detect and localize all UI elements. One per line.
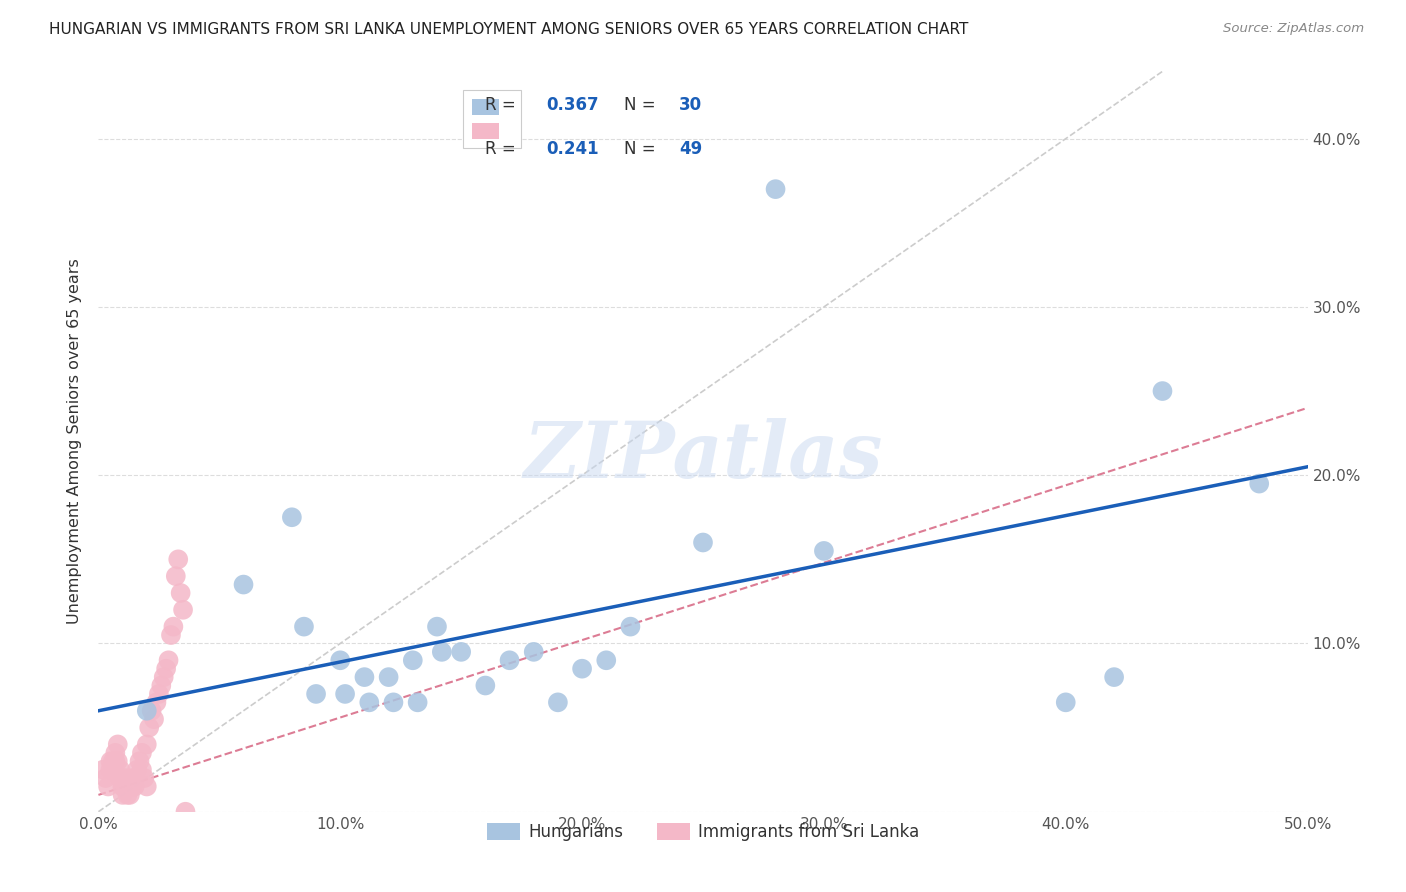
Point: [111, 780, 134, 794]
Point: [117, 780, 139, 794]
Text: 30: 30: [679, 95, 702, 113]
Point: [121, 780, 143, 794]
Point: [292, 619, 315, 633]
Text: Source: ZipAtlas.com: Source: ZipAtlas.com: [1223, 22, 1364, 36]
Point: [94, 771, 117, 785]
Point: [150, 679, 173, 693]
Legend: Hungarians, Immigrants from Sri Lanka: Hungarians, Immigrants from Sri Lanka: [479, 816, 927, 847]
Point: [148, 687, 170, 701]
Point: [329, 653, 352, 667]
Point: [108, 763, 131, 777]
Point: [426, 619, 449, 633]
Point: [813, 544, 835, 558]
Text: N =: N =: [624, 140, 661, 158]
Point: [91, 763, 114, 777]
Point: [131, 746, 153, 760]
Point: [118, 788, 141, 802]
Point: [162, 619, 184, 633]
Point: [474, 679, 496, 693]
Text: N =: N =: [624, 95, 661, 113]
Point: [165, 569, 187, 583]
Point: [305, 687, 328, 701]
Point: [101, 754, 124, 768]
Point: [353, 670, 375, 684]
Point: [333, 687, 356, 701]
Point: [172, 603, 194, 617]
Point: [377, 670, 399, 684]
Point: [114, 771, 136, 785]
Point: [100, 754, 122, 768]
Text: 0.367: 0.367: [546, 95, 599, 113]
Point: [692, 535, 714, 549]
Point: [359, 695, 381, 709]
Point: [1152, 384, 1174, 398]
Point: [127, 763, 149, 777]
Point: [152, 670, 174, 684]
Point: [571, 662, 593, 676]
Point: [124, 771, 146, 785]
Point: [131, 763, 153, 777]
Point: [101, 763, 124, 777]
Point: [111, 788, 134, 802]
Point: [402, 653, 425, 667]
Point: [117, 788, 139, 802]
Point: [104, 754, 127, 768]
Point: [155, 662, 177, 676]
Point: [450, 645, 472, 659]
Point: [138, 721, 160, 735]
Point: [134, 771, 156, 785]
Point: [406, 695, 429, 709]
Point: [107, 738, 129, 752]
Point: [121, 771, 143, 785]
Text: HUNGARIAN VS IMMIGRANTS FROM SRI LANKA UNEMPLOYMENT AMONG SENIORS OVER 65 YEARS : HUNGARIAN VS IMMIGRANTS FROM SRI LANKA U…: [49, 22, 969, 37]
Point: [595, 653, 617, 667]
Point: [135, 704, 157, 718]
Point: [128, 754, 150, 768]
Y-axis label: Unemployment Among Seniors over 65 years: Unemployment Among Seniors over 65 years: [67, 259, 83, 624]
Point: [430, 645, 453, 659]
Point: [167, 552, 190, 566]
Text: R =: R =: [485, 95, 522, 113]
Point: [141, 704, 163, 718]
Point: [547, 695, 569, 709]
Point: [114, 780, 136, 794]
Point: [169, 586, 191, 600]
Point: [135, 738, 157, 752]
Point: [619, 619, 641, 633]
Point: [1054, 695, 1077, 709]
Point: [157, 653, 180, 667]
Point: [281, 510, 304, 524]
Point: [1249, 476, 1271, 491]
Point: [100, 763, 122, 777]
Point: [498, 653, 520, 667]
Point: [143, 712, 166, 726]
Point: [108, 771, 131, 785]
Point: [160, 628, 183, 642]
Point: [232, 577, 254, 591]
Point: [145, 695, 167, 709]
Point: [382, 695, 405, 709]
Point: [174, 805, 197, 819]
Point: [124, 780, 146, 794]
Point: [97, 780, 120, 794]
Point: [1102, 670, 1125, 684]
Point: [765, 182, 787, 196]
Point: [107, 754, 129, 768]
Point: [111, 780, 134, 794]
Point: [118, 780, 141, 794]
Point: [135, 780, 157, 794]
Text: 0.241: 0.241: [546, 140, 599, 158]
Text: R =: R =: [485, 140, 522, 158]
Text: ZIPatlas: ZIPatlas: [523, 418, 883, 494]
Point: [104, 746, 127, 760]
Point: [523, 645, 546, 659]
Text: 49: 49: [679, 140, 702, 158]
